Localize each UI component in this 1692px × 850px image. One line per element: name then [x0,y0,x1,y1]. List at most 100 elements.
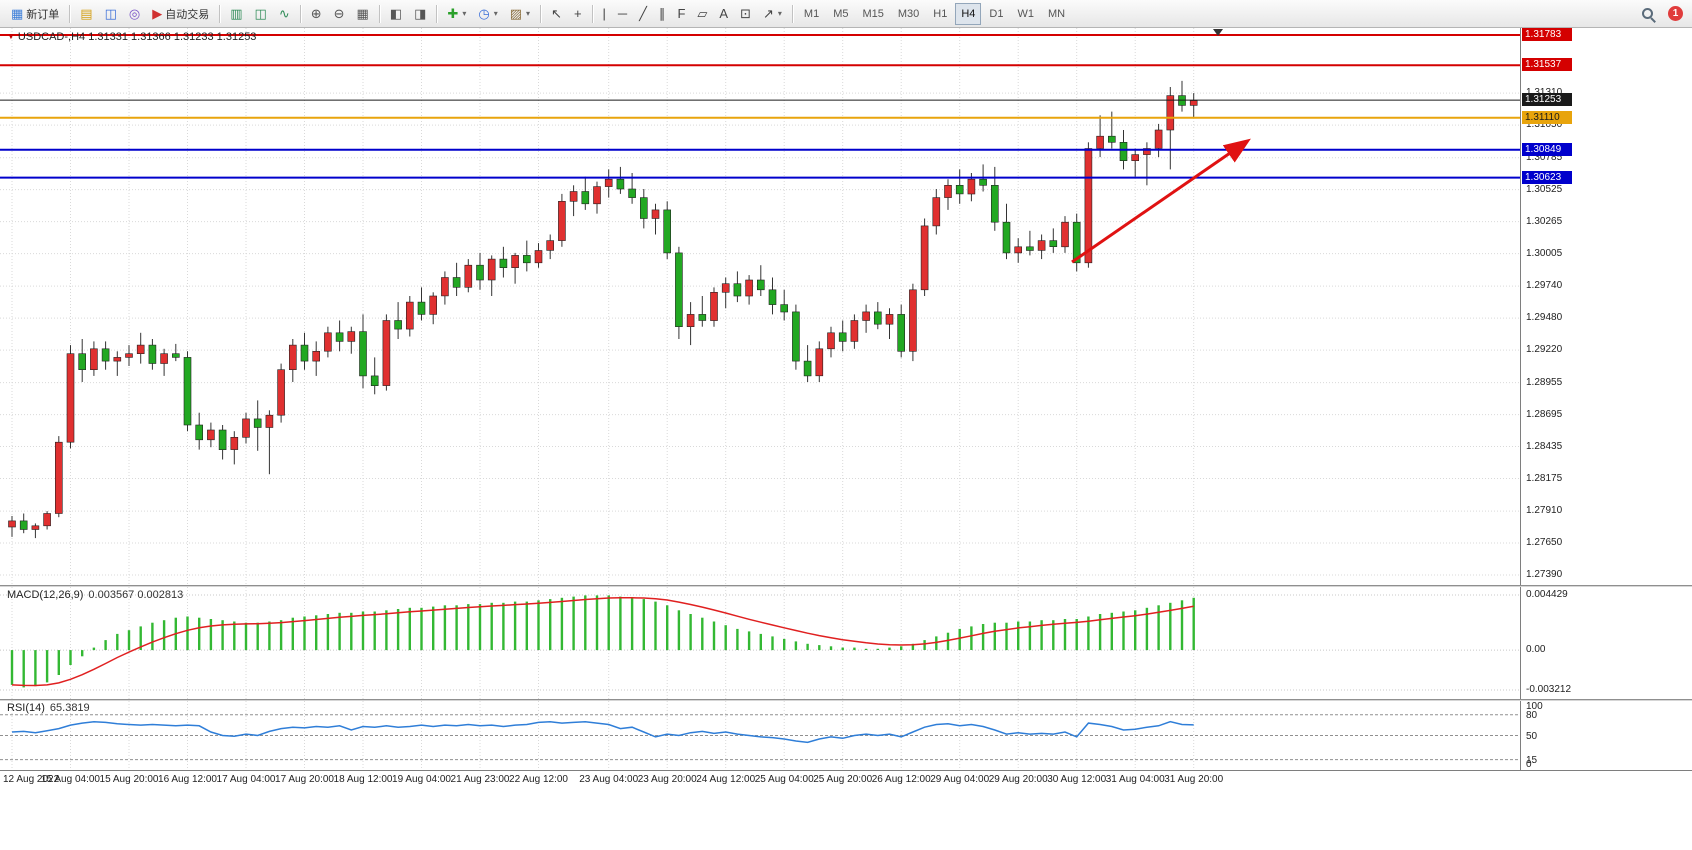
time-label: 15 Aug 20:00 [99,774,159,785]
bar-chart-icon: ▥ [230,6,243,21]
autotrading-button[interactable]: ▶ 自动交易 [147,2,214,26]
indicators-button[interactable]: ✚ ▾ [442,2,471,26]
crosshair-button[interactable]: + [569,2,587,26]
line-chart-button[interactable]: ∿ [274,2,295,26]
timeframe-m15[interactable]: M15 [862,7,884,20]
toolbar-right: 1 [1634,2,1687,26]
channel-button[interactable]: ∥ [654,2,671,26]
toolbar-separator [436,4,438,23]
macd-chart-canvas[interactable] [0,587,1520,699]
time-label: 25 Aug 04:00 [754,774,814,785]
price-axis-label: 1.30525 [1526,184,1563,195]
market-watch-button[interactable]: ◫ [100,2,122,26]
time-label: 23 Aug 20:00 [637,774,697,785]
toolbar-separator [378,4,380,23]
tile-windows-button[interactable]: ▦ [352,2,374,26]
time-axis[interactable]: 12 Aug 2022 15 Aug 04:00 15 Aug 20:00 16 Au… [0,770,1692,790]
cascade-icon: ◨ [414,6,427,21]
time-label: 21 Aug 23:00 [450,774,510,785]
candles-layer [8,80,1198,539]
time-label: 29 Aug 04:00 [930,774,990,785]
price-tag: 1.30623 [1522,171,1572,184]
profiles-button[interactable]: ▤ [75,2,97,26]
macd-name: MACD(12,26,9) [7,589,84,601]
rsi-line [11,720,1194,744]
templates-button[interactable]: ▨ ▾ [505,2,535,26]
timeframe-m30[interactable]: M30 [897,7,920,20]
autotrading-button-label: 自动交易 [165,8,210,21]
fibonacci-button[interactable]: F [672,2,690,26]
macd-axis: 0.004429 0.00 -0.003212 [1520,587,1692,699]
shapes-button[interactable]: ▱ [692,2,712,26]
new-order-button[interactable]: ▦ 新订单 [6,2,64,26]
notification-badge[interactable]: 1 [1668,6,1683,21]
channel-icon: ∥ [658,6,666,21]
trendline-button[interactable]: ╱ [634,2,652,26]
vertical-line-button[interactable]: | [598,2,611,26]
toolbar-buttons: ▦ 新订单 ▤ ◫ ◎ ▶ 自动交易 ▥ ◫ ∿ ⊕ ⊖ ▦ ◧ ◨ ✚ ▾ ◷ ▾ ▨ ▾ ↖ + | ─ ╱ ∥ F ▱ A ⊡ ↗ ▾ M1… [5,2,1072,26]
price-tag: 1.31783 [1522,28,1572,41]
toolbar-separator [540,4,542,23]
price-axis-label: 1.27910 [1526,505,1563,516]
clock-icon: ◷ [478,6,490,21]
rsi-axis-label: 80 [1526,710,1538,721]
bar-chart-button[interactable]: ▥ [225,2,247,26]
macd-axis-label: -0.003212 [1526,684,1572,695]
time-label: 17 Aug 04:00 [216,774,276,785]
price-axis-label: 1.27650 [1526,537,1563,548]
symbol-dropdown-icon[interactable]: ▼ [7,32,15,41]
rsi-grid [0,701,1520,770]
text-label-button[interactable]: ⊡ [735,2,756,26]
rsi-axis: 100 80 50 15 0 [1520,701,1692,770]
pane-splitter[interactable] [0,699,1692,701]
toolbar: ▦ 新订单 ▤ ◫ ◎ ▶ 自动交易 ▥ ◫ ∿ ⊕ ⊖ ▦ ◧ ◨ ✚ ▾ ◷ ▾ ▨ ▾ ↖ + | ─ ╱ ∥ F ▱ A ⊡ ↗ ▾ M1… [0,0,1692,28]
template-icon: ▨ [509,6,523,21]
trendline-icon: ╱ [639,6,647,21]
timeframe-h1[interactable]: H1 [933,7,948,20]
timeframe-d1[interactable]: D1 [989,7,1004,20]
time-label: 31 Aug 04:00 [1105,774,1165,785]
chevron-down-icon: ▾ [777,9,782,18]
toolbar-separator [791,4,793,23]
time-label: 19 Aug 04:00 [392,774,451,785]
zoom-in-button[interactable]: ⊕ [306,2,327,26]
price-tag: 1.31253 [1522,93,1572,106]
time-label: 22 Aug 12:00 [509,774,568,785]
price-axis-label: 1.31050 [1526,119,1563,130]
price-axis[interactable]: 1.31310 1.31050 1.30785 1.30525 1.30265 1.300… [1520,28,1692,585]
arrows-button[interactable]: ↗ ▾ [758,2,787,26]
timeframe-w1[interactable]: W1 [1017,7,1034,20]
price-axis-label: 1.30265 [1526,216,1563,227]
timeframe-h4[interactable]: H4 [955,2,982,25]
navigator-button[interactable]: ◎ [124,2,145,26]
macd-axis-label: 0.004429 [1526,589,1568,600]
search-button[interactable] [1635,2,1661,26]
new-order-button-label: 新订单 [26,8,60,21]
toolbar-separator [299,4,301,23]
price-axis-label: 1.28955 [1526,377,1563,388]
chart-ohlc-header: ▼ USDCAD-,H4 1.31331 1.31366 1.31233 1.31… [7,31,256,43]
timeframe-m1[interactable]: M1 [803,7,820,20]
cascade-button[interactable]: ◨ [409,2,431,26]
auto-arrange-button[interactable]: ◧ [385,2,407,26]
market-watch-icon: ◫ [104,6,117,21]
price-tag: 1.30849 [1522,143,1572,156]
candlestick-chart-button[interactable]: ◫ [250,2,272,26]
tile-windows-icon: ▦ [356,6,369,21]
rsi-axis-label: 100 [1526,701,1543,712]
periods-button[interactable]: ◷ ▾ [473,2,502,26]
pane-splitter[interactable] [0,585,1692,587]
price-chart-canvas[interactable] [0,28,1520,585]
rsi-chart-canvas[interactable] [0,701,1520,770]
zoom-out-button[interactable]: ⊖ [329,2,350,26]
timeframe-mn[interactable]: MN [1047,7,1066,20]
cursor-button[interactable]: ↖ [546,2,567,26]
rsi-axis-label: 15 [1526,755,1538,766]
fibonacci-icon: F [677,6,686,21]
time-label: 18 Aug 12:00 [333,774,393,785]
timeframe-m5[interactable]: M5 [833,7,849,20]
text-button[interactable]: A [714,2,733,26]
indicator-add-icon: ✚ [447,6,459,21]
horizontal-line-button[interactable]: ─ [613,2,632,26]
